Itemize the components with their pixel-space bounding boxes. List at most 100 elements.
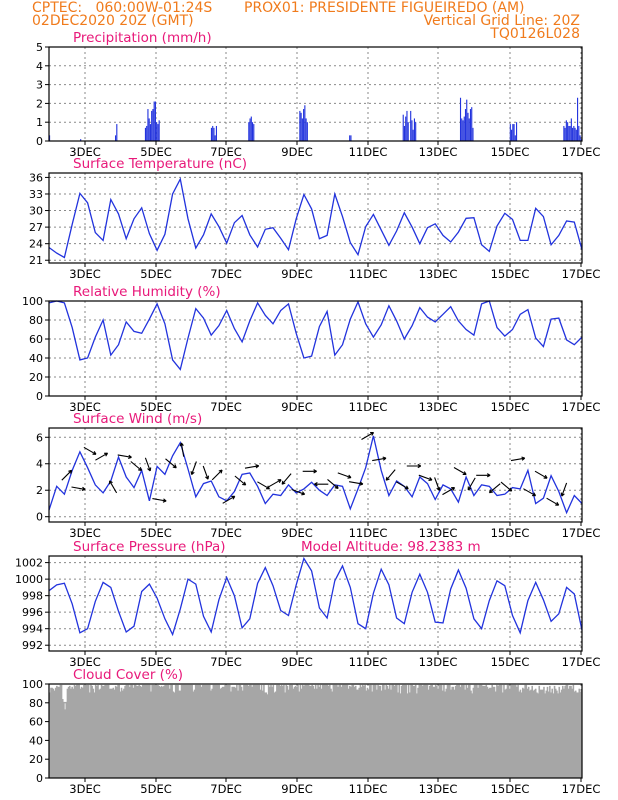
panel-title: Surface Pressure (hPa)	[73, 539, 226, 555]
panel-title: Surface Wind (m/s)	[73, 411, 202, 427]
cloud-bar	[425, 684, 428, 778]
cloud-bar	[569, 685, 571, 778]
cloud-bar	[110, 688, 112, 778]
wind-arrow	[434, 477, 441, 491]
cloud-bar	[409, 692, 411, 778]
cloud-bar	[161, 686, 164, 778]
cloud-bar	[286, 685, 289, 778]
plot-frame	[48, 555, 583, 652]
cloud-bar	[437, 688, 439, 778]
cloud-bar	[543, 686, 545, 778]
cloud-bar	[400, 685, 403, 778]
cloud-bar	[137, 685, 139, 778]
precip-bar	[300, 112, 302, 141]
x-tick-label: 3DEC	[69, 526, 100, 540]
cloud-bar	[98, 689, 100, 778]
y-tick-label: 80	[29, 314, 43, 327]
cloud-bar	[263, 684, 265, 778]
cloud-bar	[357, 689, 359, 778]
cloud-bar	[140, 686, 143, 778]
wind-arrow	[109, 480, 118, 494]
panel-annotation: Model Altitude: 98.2383 m	[301, 539, 481, 555]
cloud-bar	[519, 689, 522, 778]
cloud-bar	[179, 690, 182, 778]
y-tick-label: 1000	[15, 573, 43, 586]
wind-arrow	[222, 495, 236, 504]
precip-bar	[249, 118, 251, 141]
precip-bar	[213, 127, 215, 141]
cloud-bar	[578, 688, 581, 778]
x-tick-label: 11DEC	[349, 267, 388, 281]
cloud-bar	[259, 689, 262, 778]
cloud-bar	[240, 686, 243, 778]
cloud-bar	[127, 684, 130, 778]
cloud-bar	[103, 685, 105, 778]
cloud-bar	[414, 684, 417, 778]
cloud-bar	[154, 684, 157, 778]
wind-arrow	[453, 467, 467, 476]
cloud-bar	[345, 684, 348, 778]
cloud-bar	[58, 686, 60, 778]
cloud-bar	[427, 689, 430, 778]
precip-bar	[301, 118, 303, 141]
cloud-bar	[399, 693, 402, 778]
y-tick-label: 996	[22, 606, 43, 619]
precip-bar	[468, 118, 470, 141]
cloud-bar	[520, 692, 523, 778]
y-tick-label: 60	[29, 333, 43, 346]
y-tick-label: 27	[29, 221, 43, 234]
cloud-bar	[447, 684, 450, 778]
cloud-bar	[423, 684, 425, 778]
cloud-bar	[351, 684, 353, 778]
cloud-bar	[503, 684, 505, 778]
cloud-bar	[389, 684, 391, 778]
precip-bar	[154, 101, 156, 141]
x-tick-label: 15DEC	[491, 145, 530, 159]
cloud-bar	[397, 692, 399, 778]
cloud-bar	[434, 684, 437, 778]
cloud-bar	[81, 687, 84, 778]
cloud-bar	[57, 686, 59, 778]
cloud-bar	[372, 684, 375, 778]
y-tick-label: 5	[36, 41, 43, 54]
panel-2	[45, 172, 583, 267]
panel-1	[45, 46, 583, 145]
cloud-bar	[152, 684, 155, 778]
precip-bar	[151, 110, 153, 141]
cloud-bar	[124, 685, 126, 778]
cloud-bar	[266, 694, 269, 778]
cloud-bar	[573, 691, 576, 778]
cloud-bar	[537, 693, 539, 778]
cloud-bar	[452, 686, 455, 778]
cloud-bar	[472, 687, 475, 778]
cloud-bar	[153, 684, 156, 778]
cloud-bar	[74, 685, 77, 778]
wind-arrow	[268, 479, 282, 488]
precip-bar	[509, 124, 511, 141]
x-tick-label: 11DEC	[349, 782, 388, 796]
cloud-bar	[460, 684, 463, 778]
cloud-bar	[174, 684, 177, 778]
panel-5	[45, 555, 583, 655]
cloud-bar	[505, 688, 508, 778]
precip-bar	[564, 127, 566, 141]
cloud-bar	[441, 690, 444, 778]
x-tick-label: 3DEC	[69, 655, 100, 669]
cloud-bar	[412, 685, 415, 778]
cloud-bar	[189, 684, 191, 778]
cloud-bar	[87, 684, 90, 778]
cloud-bar	[51, 687, 53, 778]
cloud-bar	[131, 684, 133, 778]
cloud-bar	[401, 684, 404, 778]
wind-arrow	[476, 473, 491, 478]
cloud-bar	[197, 684, 199, 778]
cloud-bar	[343, 684, 345, 778]
y-tick-label: 60	[29, 716, 43, 729]
x-tick-label: 5DEC	[140, 526, 171, 540]
cloud-bar	[198, 684, 201, 778]
cloud-bar	[180, 684, 183, 778]
cloud-bar	[542, 689, 544, 778]
cloud-bar	[443, 684, 445, 778]
cloud-bar	[429, 685, 431, 778]
precip-bar	[156, 122, 158, 141]
